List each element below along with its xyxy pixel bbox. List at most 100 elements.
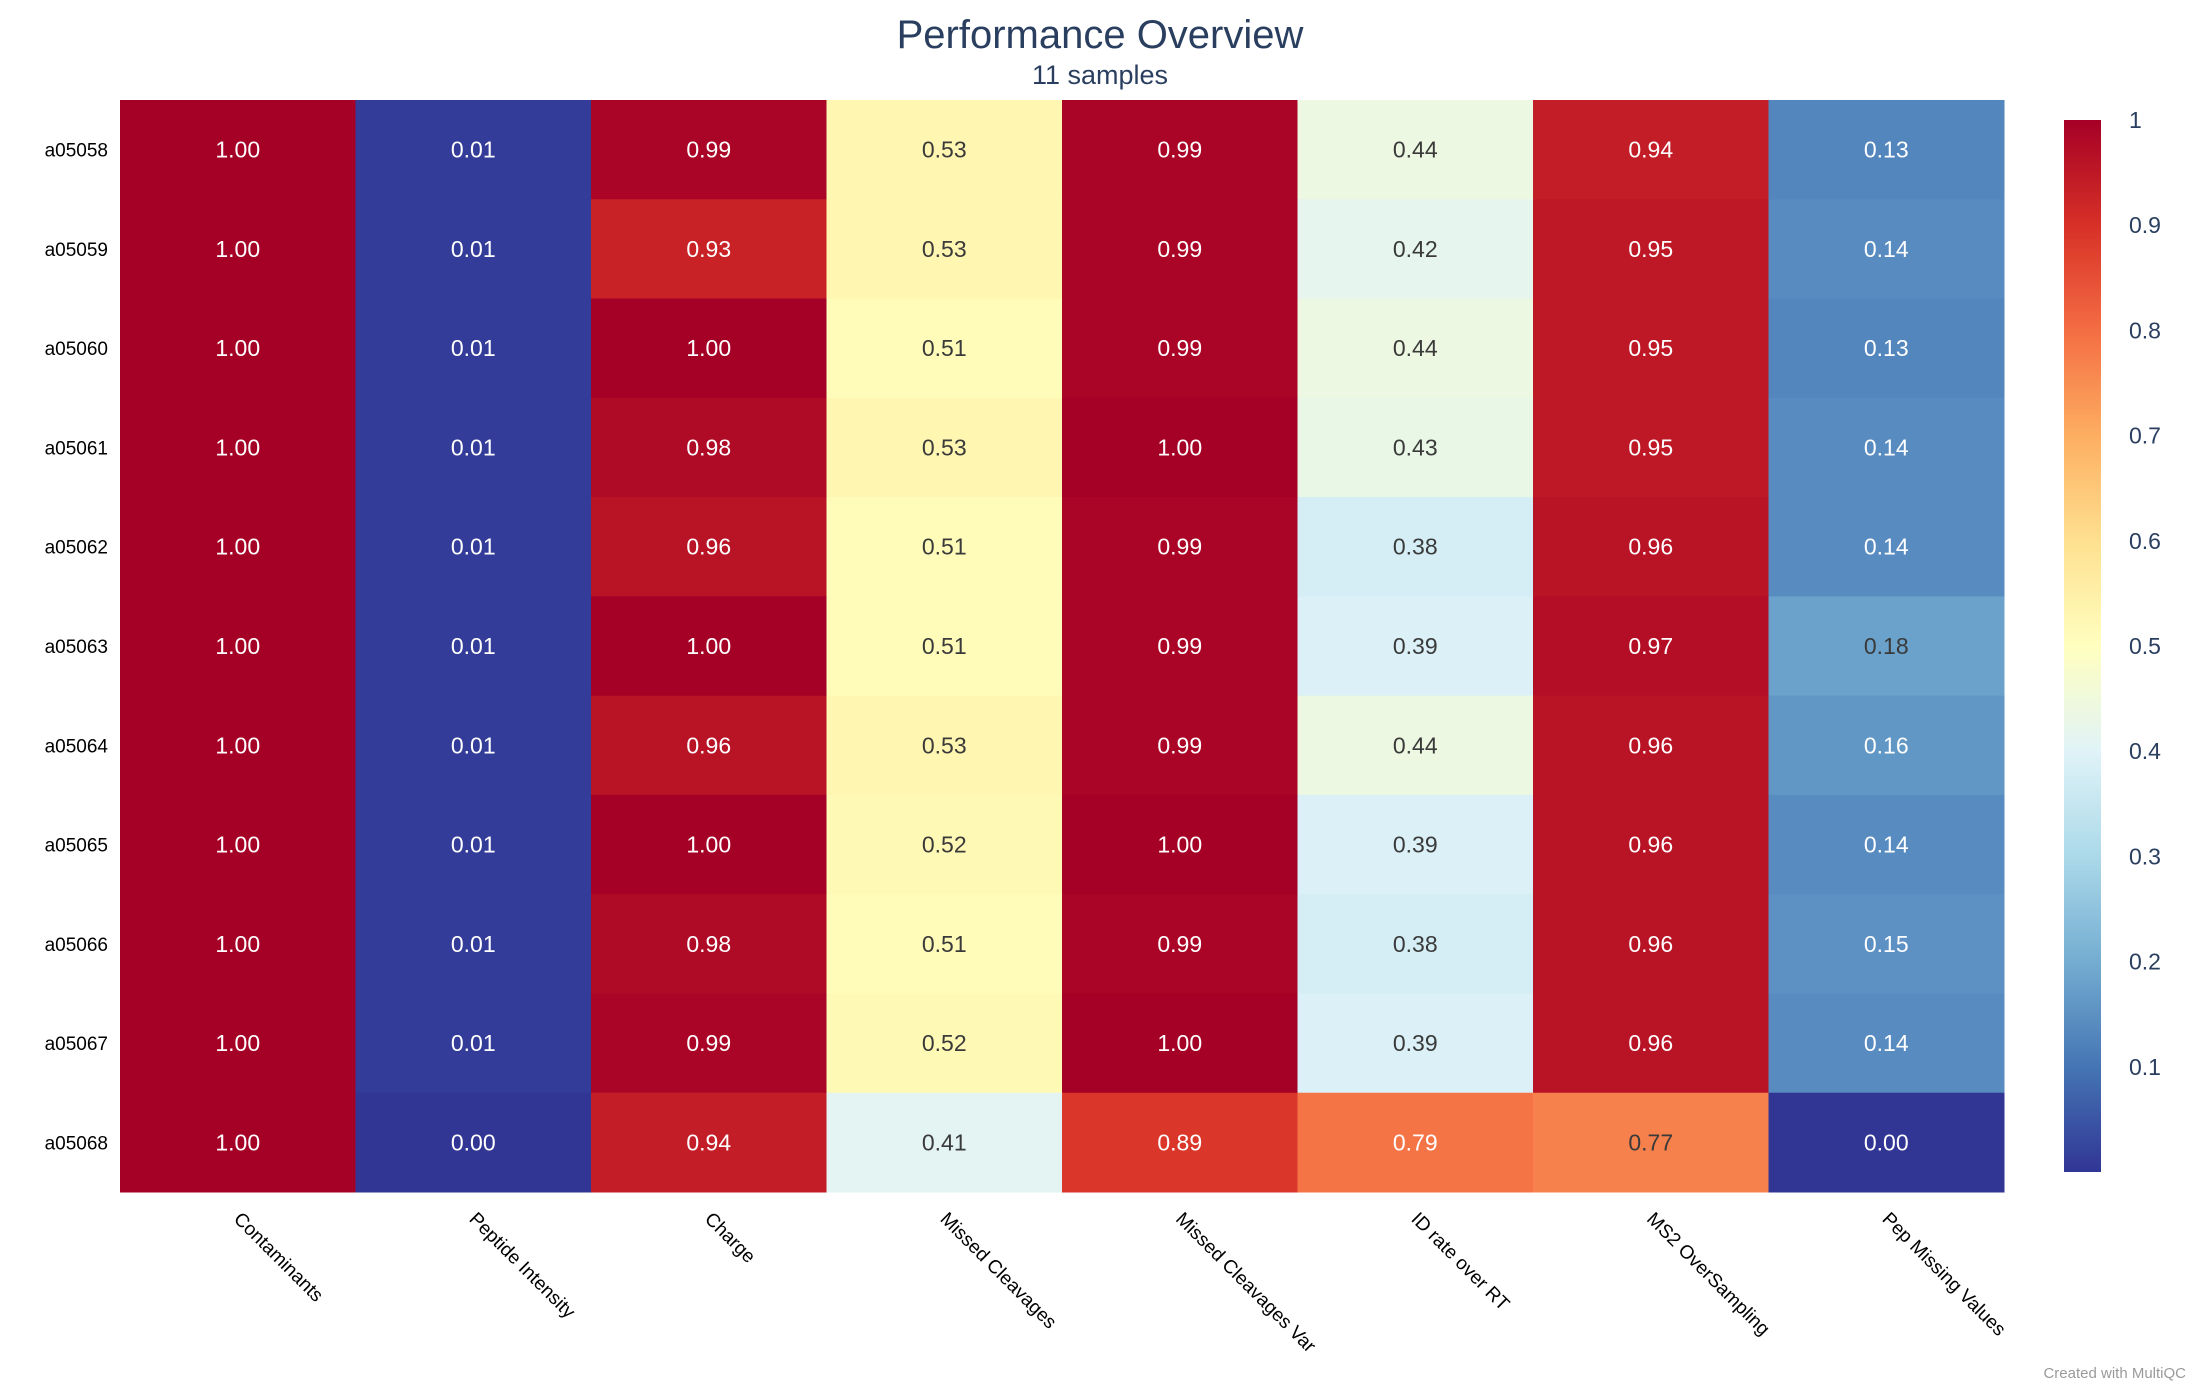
heatmap-cell: [826, 497, 1063, 597]
colorbar-tick-label: 0.7: [2129, 423, 2161, 449]
column-label: Charge: [700, 1209, 759, 1268]
column-labels: Contaminants Peptide Intensity Charge Misse…: [229, 1209, 2009, 1358]
heatmap-cell: [1297, 100, 1534, 200]
cell-value-label: 0.00: [1864, 1129, 1909, 1155]
cell-value-label: 1.00: [215, 434, 260, 460]
heatmap-cell: [1297, 199, 1534, 300]
heatmap-cell: [1062, 1092, 1298, 1193]
cell-value-label: 0.79: [1393, 1129, 1438, 1155]
heatmap-cell: [355, 794, 592, 895]
heatmap-cell: [826, 100, 1063, 200]
heatmap-cell: [1533, 794, 1769, 895]
heatmap-cell: [120, 397, 356, 498]
cell-value-label: 0.53: [922, 732, 967, 758]
cell-value-label: 0.51: [922, 633, 967, 659]
heatmap-cell: [1297, 894, 1534, 994]
heatmap-cell: [1768, 397, 2005, 498]
cell-value-label: 0.53: [922, 236, 967, 262]
row-label: a05060: [45, 339, 108, 360]
cell-value-label: 0.01: [451, 236, 496, 262]
heatmap-cell: [120, 596, 356, 697]
heatmap-cell: [355, 894, 592, 994]
cell-value-label: 0.41: [922, 1129, 967, 1155]
cell-value-label: 0.38: [1393, 931, 1438, 957]
cell-value-label: 0.96: [686, 732, 731, 758]
cell-value-label: 0.42: [1393, 236, 1438, 262]
heatmap-cell: [591, 596, 827, 697]
heatmap-cell: [1297, 695, 1534, 796]
cell-value-label: 1.00: [215, 534, 260, 560]
heatmap-cell: [355, 993, 592, 1094]
heatmap-cell: [120, 298, 356, 399]
cell-value-label: 1.00: [215, 832, 260, 858]
cell-value-label: 1.00: [1157, 832, 1202, 858]
cell-value-label: 1.00: [215, 236, 260, 262]
cell-value-label: 0.14: [1864, 434, 1909, 460]
cell-value-label: 0.96: [1628, 931, 1673, 957]
row-label: a05068: [45, 1133, 108, 1154]
heatmap-cell: [1533, 596, 1769, 697]
heatmap-cell: [591, 100, 827, 200]
heatmap-cell: [1533, 695, 1769, 796]
row-label: a05062: [45, 538, 108, 559]
column-label: Missed Cleavages Var: [1171, 1209, 1320, 1358]
cell-value-label: 0.99: [1157, 534, 1202, 560]
heatmap-cell: [1062, 397, 1298, 498]
heatmap-cell: [1062, 100, 1298, 200]
heatmap-cell: [1297, 794, 1534, 895]
heatmap-cell: [826, 397, 1063, 498]
column-label: Contaminants: [229, 1209, 327, 1307]
cell-value-label: 1.00: [215, 1030, 260, 1056]
row-label: a05063: [45, 637, 108, 658]
heatmap-cell: [120, 199, 356, 300]
colorbar-tick-label: 0.6: [2129, 528, 2161, 554]
heatmap-cell: [355, 199, 592, 300]
row-labels: a05058 a05059 a05060 a05061 a05062 a05063 a050…: [45, 141, 109, 1155]
cell-value-label: 0.98: [686, 434, 731, 460]
cell-value-label: 0.00: [451, 1129, 496, 1155]
heatmap-cell: [1297, 993, 1534, 1094]
cell-value-label: 1.00: [215, 931, 260, 957]
cell-value-label: 1.00: [215, 633, 260, 659]
heatmap-cell: [1062, 894, 1298, 994]
cell-value-label: 0.44: [1393, 137, 1438, 163]
colorbar-ticks: 0.1 0.2 0.3 0.4 0.5 0.6 0.7 0.8 0.9 1: [2129, 107, 2161, 1080]
chart-title: Performance Overview: [897, 13, 1304, 57]
cell-value-label: 0.44: [1393, 335, 1438, 361]
credit-text: Created with MultiQC: [2043, 1365, 2186, 1382]
cell-value-label: 0.96: [1628, 832, 1673, 858]
cell-value-label: 1.00: [215, 1129, 260, 1155]
heatmap-cell: [120, 894, 356, 994]
cell-value-label: 1.00: [1157, 434, 1202, 460]
heatmap-cell: [355, 695, 592, 796]
heatmap-cell: [591, 1092, 827, 1193]
cell-value-label: 0.99: [686, 137, 731, 163]
cell-value-label: 0.95: [1628, 335, 1673, 361]
cell-value-label: 0.52: [922, 1030, 967, 1056]
heatmap-cell: [355, 100, 592, 200]
cell-value-label: 0.96: [1628, 1030, 1673, 1056]
heatmap-cell: [1062, 199, 1298, 300]
heatmap-cell: [826, 993, 1063, 1094]
cell-value-label: 0.16: [1864, 732, 1909, 758]
heatmap-cell: [120, 1092, 356, 1193]
heatmap-cell: [1768, 100, 2005, 200]
heatmap-cell: [1533, 993, 1769, 1094]
heatmap-cell: [1062, 993, 1298, 1094]
cell-value-label: 1.00: [215, 335, 260, 361]
colorbar-tick-label: 0.4: [2129, 738, 2161, 764]
cell-value-label: 0.96: [1628, 732, 1673, 758]
cell-value-label: 0.01: [451, 832, 496, 858]
heatmap-cell: [1062, 497, 1298, 597]
heatmap-cell: [1533, 497, 1769, 597]
heatmap-cell: [355, 298, 592, 399]
heatmap-cell: [1533, 298, 1769, 399]
column-label: Missed Cleavages: [936, 1209, 1061, 1334]
heatmap-cell: [1533, 1092, 1769, 1193]
cell-value-label: 0.95: [1628, 434, 1673, 460]
heatmap-cell: [1768, 894, 2005, 994]
cell-value-label: 0.14: [1864, 832, 1909, 858]
cell-value-label: 0.95: [1628, 236, 1673, 262]
heatmap-cell: [1297, 497, 1534, 597]
